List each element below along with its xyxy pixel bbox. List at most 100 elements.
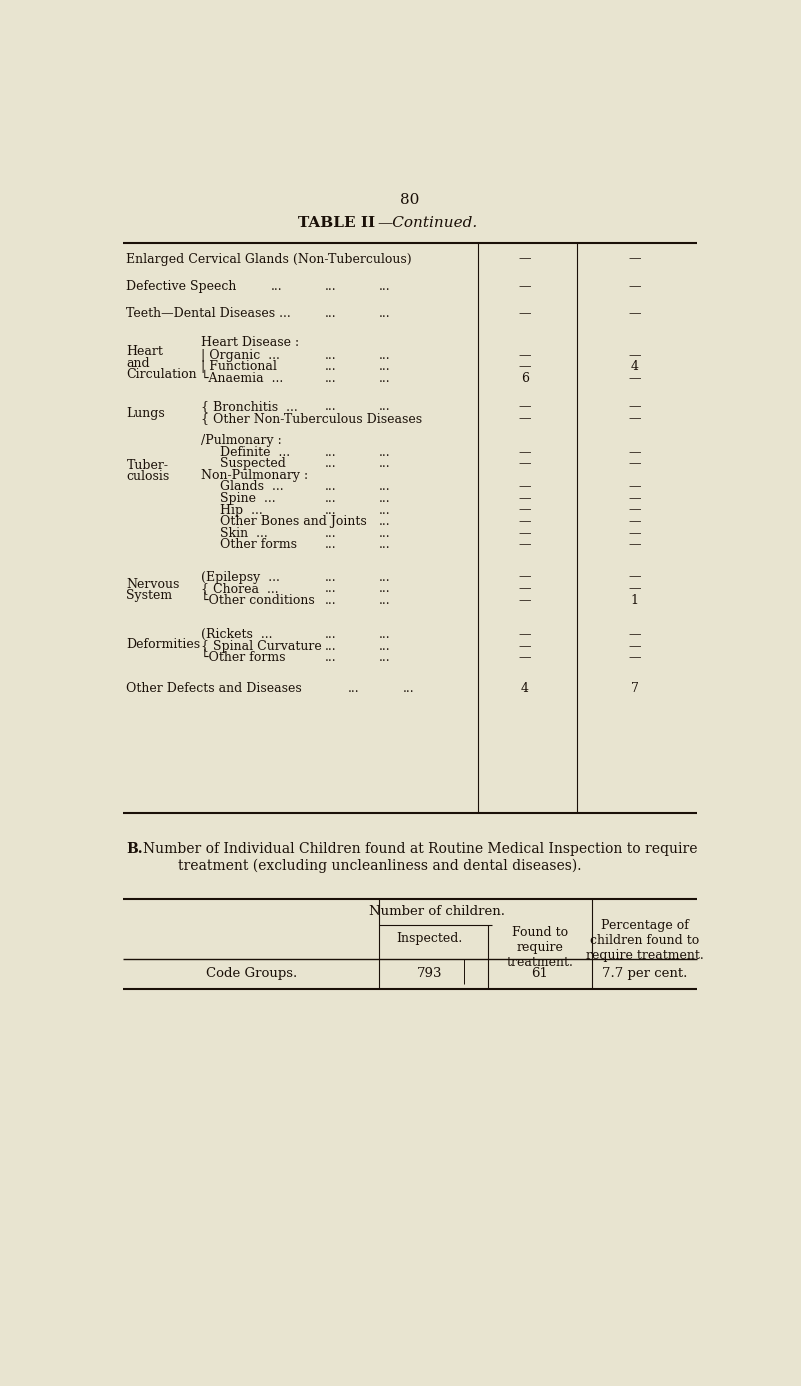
Text: 1: 1 [631,593,639,607]
Text: (Rickets  ...: (Rickets ... [201,628,272,642]
Text: —: — [629,481,641,493]
Text: ...: ... [325,651,336,664]
Text: Other Bones and Joints: Other Bones and Joints [220,516,367,528]
Text: 7.7 per cent.: 7.7 per cent. [602,967,687,980]
Text: —: — [629,280,641,294]
Text: Defective Speech: Defective Speech [127,280,237,294]
Text: 6: 6 [521,371,529,385]
Text: ...: ... [325,481,336,493]
Text: —: — [518,492,531,505]
Text: 793: 793 [417,967,442,980]
Text: Enlarged Cervical Glands (Non-Tuberculous): Enlarged Cervical Glands (Non-Tuberculou… [127,252,412,266]
Text: —: — [518,593,531,607]
Text: { Spinal Curvature: { Spinal Curvature [201,640,322,653]
Text: ...: ... [379,628,391,642]
Text: ...: ... [379,503,391,517]
Text: 7: 7 [631,682,639,696]
Text: ...: ... [379,349,391,362]
Text: System: System [127,589,172,602]
Text: —: — [518,252,531,266]
Text: ...: ... [379,280,391,294]
Text: —: — [518,571,531,584]
Text: —: — [629,571,641,584]
Text: ...: ... [379,457,391,470]
Text: Heart: Heart [127,345,163,358]
Text: ...: ... [379,527,391,539]
Text: (Epilepsy  ...: (Epilepsy ... [201,571,280,584]
Text: Tuber-: Tuber- [127,459,168,471]
Text: —Continued.: —Continued. [377,216,478,230]
Text: —: — [629,399,641,413]
Text: Heart Disease :: Heart Disease : [201,335,299,349]
Text: ...: ... [325,446,336,459]
Text: ...: ... [379,399,391,413]
Text: —: — [518,399,531,413]
Text: ...: ... [379,308,391,320]
Text: ...: ... [325,640,336,653]
Text: —: — [518,308,531,320]
Text: ...: ... [325,280,336,294]
Text: Circulation: Circulation [127,369,197,381]
Text: Glands  ...: Glands ... [220,481,284,493]
Text: ...: ... [379,492,391,505]
Text: Inspected.: Inspected. [396,931,463,945]
Text: —: — [629,349,641,362]
Text: ...: ... [379,446,391,459]
Text: —: — [629,492,641,505]
Text: 4: 4 [521,682,529,696]
Text: { Other Non-Tuberculous Diseases: { Other Non-Tuberculous Diseases [201,412,422,426]
Text: ...: ... [379,481,391,493]
Text: —: — [629,527,641,539]
Text: —: — [629,640,641,653]
Text: Code Groups.: Code Groups. [206,967,297,980]
Text: TABLE II: TABLE II [298,216,375,230]
Text: ...: ... [379,593,391,607]
Text: —: — [518,640,531,653]
Text: —: — [518,360,531,373]
Text: —: — [518,628,531,642]
Text: —: — [518,516,531,528]
Text: —: — [518,446,531,459]
Text: ...: ... [402,682,414,696]
Text: /Pulmonary :: /Pulmonary : [201,434,282,448]
Text: { Chorea  ...: { Chorea ... [201,582,279,595]
Text: └Anaemia  ...: └Anaemia ... [201,371,283,385]
Text: —: — [518,457,531,470]
Text: ...: ... [325,360,336,373]
Text: ...: ... [325,349,336,362]
Text: Other forms: Other forms [220,538,297,552]
Text: —: — [629,503,641,517]
Text: ...: ... [325,371,336,385]
Text: ...: ... [379,538,391,552]
Text: ...: ... [325,593,336,607]
Text: Spine  ...: Spine ... [220,492,276,505]
Text: ...: ... [325,527,336,539]
Text: —: — [629,628,641,642]
Text: Number of Individual Children found at Routine Medical Inspection to require
   : Number of Individual Children found at R… [143,843,697,873]
Text: 61: 61 [532,967,549,980]
Text: —: — [629,457,641,470]
Text: ...: ... [379,371,391,385]
Text: —: — [629,308,641,320]
Text: ...: ... [379,571,391,584]
Text: —: — [518,412,531,426]
Text: ...: ... [325,538,336,552]
Text: Deformities: Deformities [127,639,200,651]
Text: —: — [518,280,531,294]
Text: —: — [518,538,531,552]
Text: Definite  ...: Definite ... [220,446,291,459]
Text: culosis: culosis [127,470,170,484]
Text: ...: ... [325,492,336,505]
Text: ...: ... [325,582,336,595]
Text: —: — [518,349,531,362]
Text: Percentage of
children found to
require treatment.: Percentage of children found to require … [586,919,703,962]
Text: —: — [518,582,531,595]
Text: ...: ... [325,503,336,517]
Text: | Organic  ...: | Organic ... [201,349,280,362]
Text: └Other conditions: └Other conditions [201,593,315,607]
Text: ...: ... [379,640,391,653]
Text: —: — [629,538,641,552]
Text: | Functional: | Functional [201,360,277,373]
Text: ...: ... [325,308,336,320]
Text: 80: 80 [400,193,420,208]
